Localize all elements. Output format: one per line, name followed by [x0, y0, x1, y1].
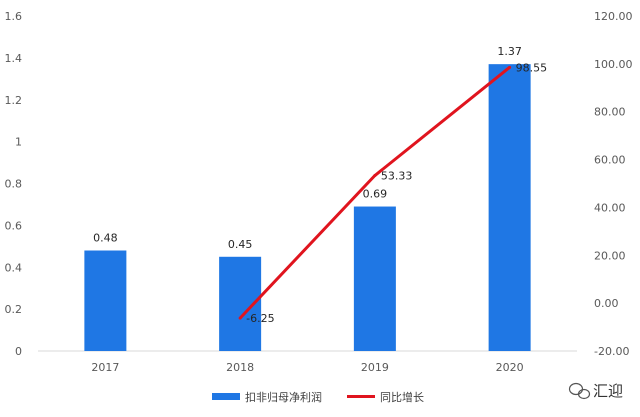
- bar: [353, 206, 396, 351]
- legend: 扣非归母净利润 同比增长: [212, 390, 424, 404]
- bar: [84, 250, 127, 351]
- bar-data-label: 0.48: [93, 232, 118, 245]
- legend-label-bar: 扣非归母净利润: [245, 390, 322, 404]
- line-data-label: -6.25: [246, 312, 274, 325]
- x-tick-label: 2018: [226, 361, 254, 374]
- left-tick-label: 0.6: [5, 219, 23, 232]
- right-tick-label: 100.00: [594, 58, 633, 71]
- right-axis: -20.00 0.00 20.00 40.00 60.00 80.00 100.00 120.…: [594, 10, 633, 358]
- x-axis: 2017 2018 2019 2020: [91, 361, 523, 374]
- right-tick-label: 0.00: [594, 297, 619, 310]
- line-data-label: 53.33: [381, 170, 413, 183]
- left-tick-label: 1.4: [5, 52, 23, 65]
- line-data-label: 98.55: [516, 61, 548, 74]
- left-tick-label: 1.6: [5, 10, 23, 23]
- right-tick-label: 20.00: [594, 249, 626, 262]
- line-point: [373, 174, 377, 178]
- x-tick-label: 2020: [496, 361, 524, 374]
- left-tick-label: 0.4: [5, 261, 23, 274]
- watermark: 汇迎: [568, 382, 623, 400]
- bar: [488, 64, 531, 351]
- bar-labels: 0.48 0.45 0.69 1.37: [93, 45, 522, 251]
- left-tick-label: 1: [15, 136, 22, 149]
- x-tick-label: 2017: [91, 361, 119, 374]
- wechat-icon: [568, 382, 591, 400]
- bar-series: [84, 64, 531, 351]
- watermark-text: 汇迎: [593, 382, 623, 400]
- bar-data-label: 0.69: [363, 188, 388, 201]
- left-tick-label: 0.2: [5, 303, 23, 316]
- right-tick-label: -20.00: [594, 345, 629, 358]
- legend-swatch-bar: [212, 393, 240, 400]
- left-tick-label: 1.2: [5, 94, 23, 107]
- legend-label-line: 同比增长: [380, 390, 424, 404]
- line-series: [238, 65, 512, 320]
- bar-data-label: 1.37: [497, 45, 522, 58]
- line-labels: -6.25 53.33 98.55: [246, 61, 547, 325]
- bar-data-label: 0.45: [228, 238, 253, 251]
- left-axis: 0 0.2 0.4 0.6 0.8 1 1.2 1.4 1.6: [5, 10, 23, 358]
- right-tick-label: 120.00: [594, 10, 633, 23]
- right-tick-label: 80.00: [594, 106, 626, 119]
- left-tick-label: 0: [15, 345, 22, 358]
- line-point: [238, 316, 242, 320]
- line-point: [508, 65, 512, 69]
- right-tick-label: 60.00: [594, 154, 626, 167]
- right-tick-label: 40.00: [594, 201, 626, 214]
- left-tick-label: 0.8: [5, 178, 23, 191]
- x-tick-label: 2019: [361, 361, 389, 374]
